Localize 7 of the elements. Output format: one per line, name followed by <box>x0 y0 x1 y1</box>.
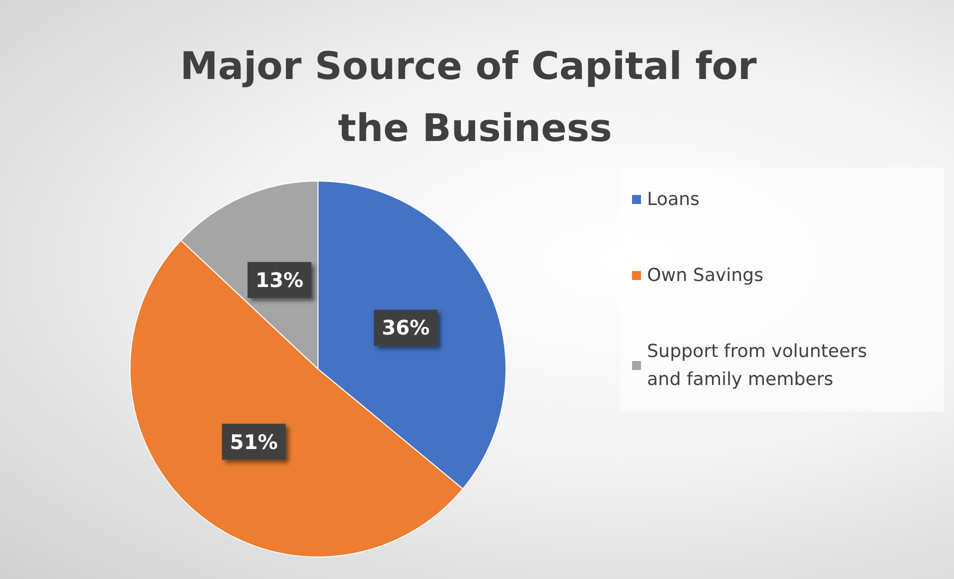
data-label: 13% <box>256 268 304 292</box>
data-label: 51% <box>230 430 278 454</box>
legend-label: Loans <box>647 189 700 210</box>
chart-title: Major Source of Capital for the Business <box>180 44 770 150</box>
legend-label: Support from volunteers and family members <box>647 341 873 390</box>
legend-label: Own Savings <box>647 265 764 286</box>
data-label: 36% <box>382 316 430 340</box>
